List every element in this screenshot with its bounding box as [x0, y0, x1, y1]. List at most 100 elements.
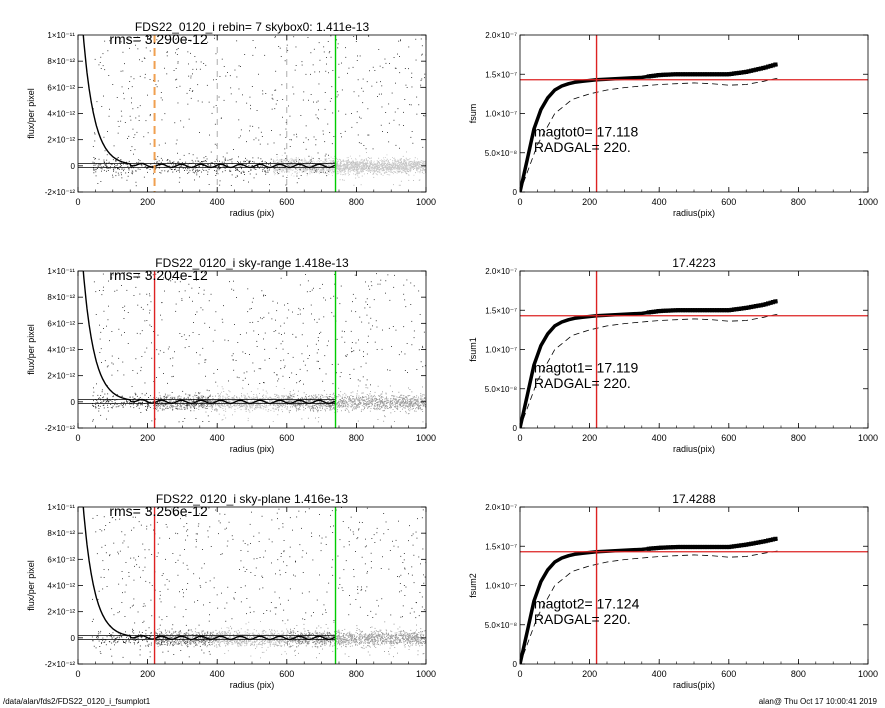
marker — [768, 537, 773, 543]
marker — [663, 308, 668, 313]
marker — [734, 307, 739, 312]
y-axis-label: flux/per pixel — [26, 88, 36, 139]
marker — [675, 72, 681, 77]
annotation: rms= 3.204e-12 — [109, 267, 208, 283]
marker — [719, 308, 724, 313]
y-tick-label: 2.0×10⁻⁷ — [485, 503, 517, 512]
x-tick-label: 800 — [791, 433, 806, 443]
dashed-curve — [520, 77, 778, 192]
marker — [675, 544, 681, 550]
marker — [678, 308, 683, 313]
marker — [680, 72, 685, 77]
marker — [649, 74, 654, 79]
marker — [731, 544, 737, 549]
dashed-curve — [520, 313, 778, 428]
marker — [770, 537, 776, 542]
marker — [678, 544, 683, 550]
marker — [741, 306, 746, 311]
marker — [751, 68, 756, 73]
x-tick-label: 0 — [517, 433, 522, 443]
marker — [707, 72, 712, 77]
marker — [646, 74, 651, 79]
x-axis: 0 200 400 600 800 1000 — [75, 271, 436, 443]
marker — [692, 308, 698, 313]
y-axis: 0 5.0×10⁻⁸ 1.0×10⁻⁷ 1.5×10⁻⁷ 2.0×10⁻⁷ — [485, 31, 868, 197]
marker — [688, 72, 693, 77]
growth-markers — [646, 62, 778, 79]
chart-title: FDS22_0120_i sky-range 1.418e-13 — [155, 256, 349, 270]
marker — [712, 544, 717, 550]
marker — [765, 64, 771, 69]
x-tick-label: 400 — [210, 433, 225, 443]
x-axis-label: radius (pix) — [230, 680, 275, 690]
x-tick-label: 600 — [279, 669, 294, 679]
marker — [702, 72, 707, 77]
plot-frame — [519, 270, 869, 429]
x-tick-label: 200 — [140, 433, 155, 443]
y-tick-label: 0 — [513, 424, 518, 433]
y-tick-label: 2.0×10⁻⁷ — [485, 31, 517, 40]
marker — [770, 299, 776, 305]
marker — [658, 545, 663, 550]
marker — [690, 308, 695, 313]
y-tick-label: 1×10⁻¹¹ — [47, 267, 75, 276]
y-tick-label: 1.0×10⁻⁷ — [485, 110, 517, 119]
marker — [746, 305, 751, 310]
annotation: RADGAL= 220. — [534, 375, 631, 391]
panel-p6: 0 200 400 600 800 1000 0 5.0×10⁻⁸ 1.0×10⁻⁷ 1.5×10… — [468, 492, 878, 690]
marker — [683, 72, 688, 77]
x-tick-label: 800 — [349, 197, 364, 207]
marker — [700, 72, 705, 77]
marker — [770, 63, 776, 68]
plot-area-p4 — [520, 271, 868, 428]
x-tick-label: 200 — [140, 669, 155, 679]
chart-title: 17.4288 — [672, 492, 716, 506]
marker — [751, 304, 756, 309]
marker — [702, 544, 707, 550]
marker — [653, 73, 659, 78]
marker — [756, 540, 761, 545]
marker — [651, 73, 656, 78]
x-tick-label: 800 — [349, 433, 364, 443]
marker — [746, 69, 751, 74]
marker — [668, 308, 673, 313]
marker — [744, 305, 749, 311]
x-tick-label: 1000 — [416, 433, 436, 443]
marker — [651, 546, 656, 551]
y-tick-label: 2×10⁻¹² — [47, 608, 75, 617]
marker — [692, 72, 698, 77]
marker — [768, 300, 773, 305]
y-tick-label: 0 — [513, 188, 518, 197]
x-tick-label: 400 — [652, 433, 667, 443]
marker — [744, 542, 749, 547]
x-tick-label: 400 — [652, 197, 667, 207]
marker — [666, 72, 671, 77]
x-axis-label: radius(pix) — [673, 444, 715, 454]
marker — [663, 545, 668, 550]
marker — [729, 307, 734, 313]
marker — [673, 308, 678, 313]
marker — [714, 72, 720, 77]
y-tick-label: 1×10⁻¹¹ — [47, 503, 75, 512]
marker — [690, 544, 695, 550]
marker — [707, 308, 712, 313]
marker — [695, 308, 700, 313]
y-axis: 0 5.0×10⁻⁸ 1.0×10⁻⁷ 1.5×10⁻⁷ 2.0×10⁻⁷ — [485, 503, 868, 669]
x-tick-label: 200 — [582, 433, 597, 443]
marker — [765, 301, 771, 306]
marker — [666, 545, 671, 550]
y-tick-label: 0 — [71, 398, 76, 407]
marker — [756, 303, 761, 308]
marker — [695, 72, 700, 77]
marker — [714, 308, 720, 313]
marker — [683, 308, 688, 313]
marker — [712, 308, 717, 313]
marker — [649, 546, 654, 551]
y-axis-label: fsum2 — [468, 573, 478, 598]
y-axis: 0 5.0×10⁻⁸ 1.0×10⁻⁷ 1.5×10⁻⁷ 2.0×10⁻⁷ — [485, 267, 868, 433]
y-tick-label: 2×10⁻¹² — [47, 136, 75, 145]
marker — [726, 308, 732, 313]
marker — [707, 544, 712, 550]
marker — [695, 544, 700, 550]
marker — [748, 68, 754, 73]
